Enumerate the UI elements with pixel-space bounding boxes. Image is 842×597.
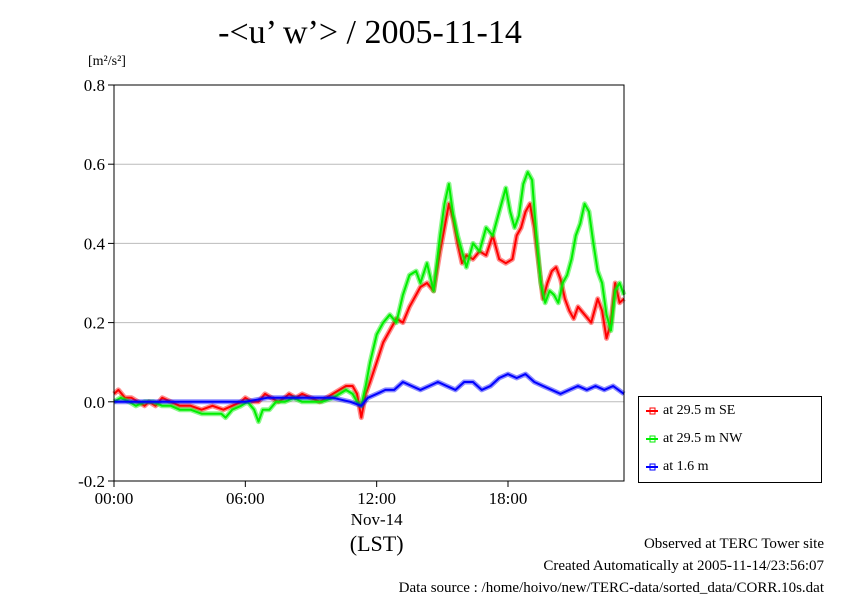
footer-site: Observed at TERC Tower site <box>643 536 824 552</box>
y-tick-label-2: 0.2 <box>84 314 105 333</box>
series-line-2 <box>114 373 625 407</box>
legend-label-nw: at 29.5 m NW <box>663 431 743 446</box>
x-tick-label-1: 06:00 <box>226 489 265 508</box>
y-tick-label-1: 0.0 <box>84 393 105 412</box>
legend-line-green-icon <box>645 430 659 448</box>
x-tick-label-0: 00:00 <box>95 489 134 508</box>
legend-label-se: at 29.5 m SE <box>663 403 736 418</box>
legend-item-se: at 29.5 m SE <box>645 402 735 420</box>
legend-label-low: at 1.6 m <box>663 459 709 474</box>
legend-item-low: at 1.6 m <box>645 458 709 476</box>
x-tick-label-3: 18:00 <box>489 489 528 508</box>
legend: at 29.5 m SE at 29.5 m NW at 1.6 m <box>638 396 822 483</box>
x-axis-unit-label: (LST) <box>350 531 404 556</box>
footer-source: Data source : /home/hoivo/new/TERC-data/… <box>398 580 824 596</box>
series-line-1 <box>113 171 625 423</box>
legend-item-nw: at 29.5 m NW <box>645 430 742 448</box>
y-tick-label-4: 0.6 <box>84 155 105 174</box>
x-tick-label-2: 12:00 <box>357 489 396 508</box>
y-tick-label-5: 0.8 <box>84 76 105 95</box>
series-line-0 <box>113 202 625 419</box>
footer-created: Created Automatically at 2005-11-14/23:5… <box>543 558 824 574</box>
plot-frame <box>113 84 625 482</box>
y-tick-label-0: -0.2 <box>78 472 105 491</box>
x-axis-date-label: Nov-14 <box>351 510 403 529</box>
chart-title: -<u’ w’> / 2005-11-14 <box>218 14 522 51</box>
y-tick-label-3: 0.4 <box>84 234 106 253</box>
y-axis-units: [m²/s²] <box>88 54 126 69</box>
legend-line-blue-icon <box>645 458 659 476</box>
legend-line-red-icon <box>645 402 659 420</box>
